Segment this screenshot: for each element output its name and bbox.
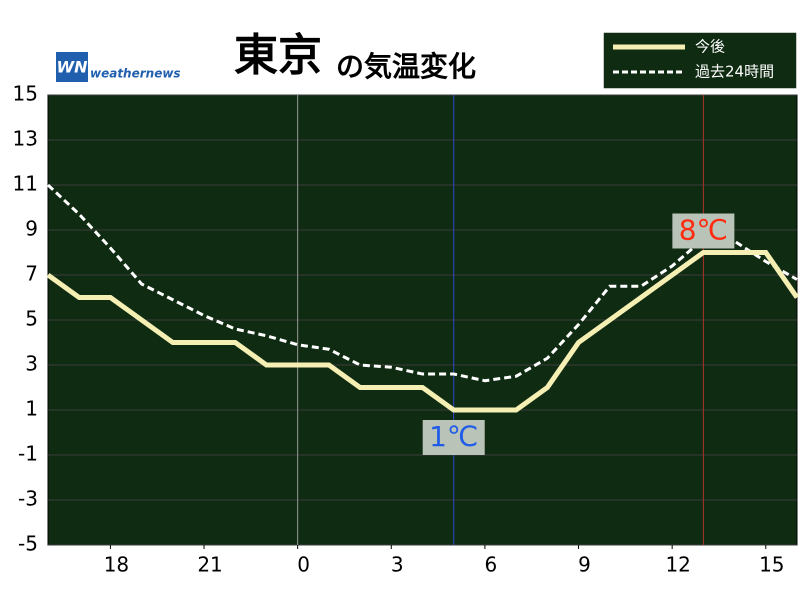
x-tick-label: 6 (485, 553, 498, 577)
y-tick-label: 13 (13, 127, 38, 151)
annotation-label: 1℃ (429, 420, 478, 453)
x-tick-label: 9 (578, 553, 591, 577)
y-tick-label: 1 (25, 397, 38, 421)
line-series (46, 250, 800, 413)
legend-label: 過去24時間 (695, 63, 774, 81)
y-tick-label: 11 (13, 172, 38, 196)
annotation-label: 8℃ (679, 214, 728, 247)
logo-mark: WN (56, 58, 88, 77)
logo-box (56, 52, 88, 82)
x-tick-label: 21 (197, 553, 222, 577)
y-tick-label: 15 (13, 82, 38, 106)
x-tick-label: 18 (104, 553, 129, 577)
line-series (46, 183, 798, 383)
y-tick-label: 3 (25, 352, 38, 376)
y-tick-label: -5 (18, 532, 38, 556)
y-tick-label: 5 (25, 307, 38, 331)
x-tick-label: 0 (297, 553, 310, 577)
legend-box (602, 31, 798, 90)
y-tick-label: -1 (18, 442, 38, 466)
x-tick-label: 3 (391, 553, 404, 577)
chart-title-suffix: の気温変化 (336, 50, 476, 83)
annotation-box (422, 420, 485, 455)
chart-title: 東京 (234, 30, 322, 81)
y-tick-label: 9 (25, 217, 38, 241)
legend-label: 今後 (695, 38, 725, 56)
x-tick-label: 12 (665, 553, 690, 577)
annotation-box (672, 213, 735, 249)
y-tick-label: 7 (25, 262, 38, 286)
x-tick-label: 15 (759, 553, 784, 577)
y-tick-label: -3 (18, 487, 38, 511)
logo-text: weathernews (90, 67, 181, 81)
